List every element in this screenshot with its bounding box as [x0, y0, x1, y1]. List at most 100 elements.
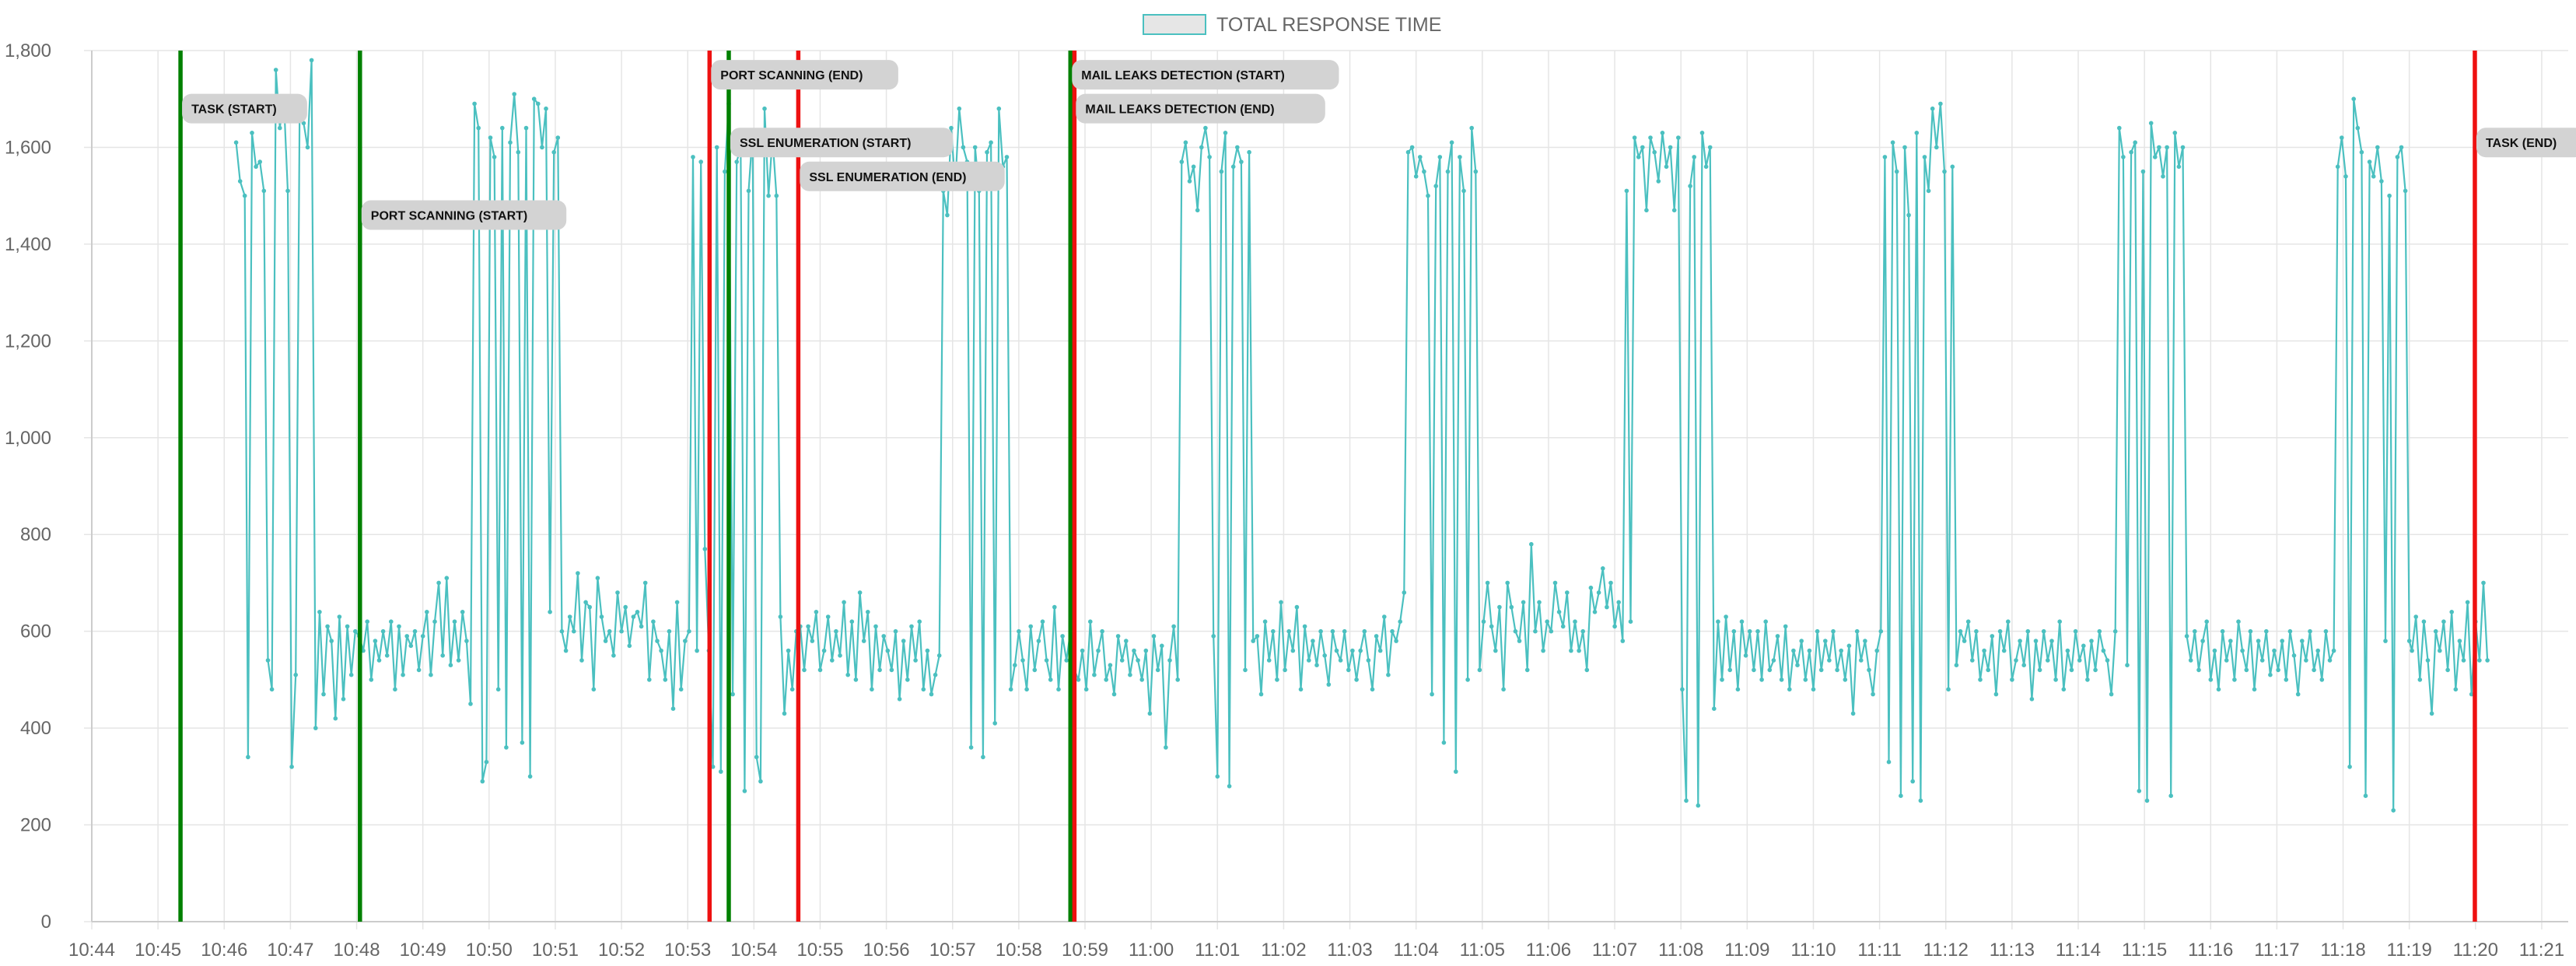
data-point [1473, 169, 1479, 174]
data-point [1724, 614, 1728, 619]
data-point [2232, 677, 2237, 682]
data-point [492, 155, 497, 159]
data-point [1374, 634, 1379, 639]
data-point [1302, 624, 1307, 629]
annotation-label: MAIL LEAKS DETECTION (START) [1072, 60, 1339, 90]
data-point [2441, 619, 2446, 624]
data-point [985, 149, 989, 155]
annotation-text: SSL ENUMERATION (END) [809, 171, 966, 184]
data-point [1100, 628, 1104, 634]
annotation-label: PORT SCANNING (START) [361, 200, 567, 230]
data-point [1763, 619, 1768, 624]
legend-label[interactable]: TOTAL RESPONSE TIME [1216, 14, 1441, 36]
data-point [531, 96, 537, 101]
data-point [2220, 628, 2225, 634]
data-point [639, 624, 644, 629]
data-point [1652, 149, 1657, 155]
data-point [2410, 648, 2414, 653]
x-tick-label: 10:49 [400, 940, 446, 961]
data-point [1413, 174, 1419, 179]
data-point [1696, 803, 1701, 808]
data-point [265, 658, 271, 663]
data-point [1004, 155, 1010, 159]
data-point [1203, 125, 1208, 131]
data-point [1136, 658, 1140, 663]
data-point [480, 779, 485, 784]
data-point [2481, 580, 2486, 586]
data-point [420, 634, 425, 639]
legend[interactable]: TOTAL RESPONSE TIME [1143, 14, 1441, 36]
data-point [261, 188, 267, 194]
data-point [1083, 687, 1089, 692]
data-point [2188, 658, 2193, 663]
data-point [2157, 145, 2161, 150]
data-point [1735, 687, 1741, 692]
data-point [1108, 663, 1113, 667]
data-point [1155, 667, 1160, 673]
data-point [1739, 619, 1745, 624]
data-point [1223, 131, 1228, 135]
data-point [814, 610, 819, 614]
annotation-text: MAIL LEAKS DETECTION (START) [1081, 69, 1285, 82]
data-point [2077, 658, 2082, 663]
data-point [885, 648, 891, 653]
data-point [1426, 193, 1430, 198]
data-point [2184, 634, 2189, 639]
legend-swatch[interactable] [1143, 14, 1206, 35]
data-point [2453, 687, 2459, 692]
annotation-label: SSL ENUMERATION (START) [730, 128, 954, 158]
x-tick-label: 10:51 [532, 940, 579, 961]
data-point [1449, 140, 1454, 145]
data-point [1465, 677, 1470, 682]
data-point [1640, 145, 1645, 150]
data-point [456, 658, 461, 663]
data-point [1513, 628, 1518, 634]
data-point [1366, 658, 1371, 663]
data-point [1239, 159, 1244, 164]
data-point [337, 614, 342, 619]
data-point [548, 610, 552, 614]
data-point [2180, 145, 2186, 150]
data-point [1437, 155, 1443, 159]
data-point [313, 726, 318, 730]
data-point [2161, 174, 2165, 179]
data-point [361, 648, 366, 653]
data-point [1266, 658, 1272, 663]
data-point [1024, 687, 1029, 692]
data-point [512, 92, 516, 96]
data-point [1997, 628, 2003, 634]
data-point [595, 576, 600, 580]
data-point [1454, 769, 1458, 774]
data-point [821, 648, 827, 653]
grid [84, 50, 2568, 929]
data-point [1974, 628, 1979, 634]
data-point [834, 628, 838, 634]
data-point [2073, 628, 2078, 634]
data-point [2351, 96, 2356, 101]
annotation-text: PORT SCANNING (START) [371, 210, 527, 223]
data-point [591, 687, 597, 692]
data-point [957, 106, 962, 111]
data-point [1183, 140, 1188, 145]
data-point [1716, 619, 1720, 624]
data-point [317, 610, 322, 614]
x-tick-label: 11:13 [1990, 940, 2035, 961]
data-point [945, 212, 950, 218]
data-point [1712, 706, 1717, 711]
data-point [1671, 208, 1677, 213]
data-point [723, 169, 727, 174]
y-tick-label: 1,200 [5, 331, 51, 352]
data-point [1342, 628, 1347, 634]
data-point [2252, 687, 2257, 692]
data-point [1167, 658, 1172, 663]
data-point [674, 600, 680, 605]
data-point [2172, 131, 2178, 135]
data-point [1592, 610, 1598, 614]
data-point [2291, 653, 2297, 658]
data-point [1831, 628, 1836, 634]
data-point [1660, 131, 1665, 135]
data-point [1839, 648, 1843, 653]
data-point [2445, 667, 2450, 673]
data-point [495, 687, 501, 692]
x-tick-label: 10:53 [664, 940, 711, 961]
